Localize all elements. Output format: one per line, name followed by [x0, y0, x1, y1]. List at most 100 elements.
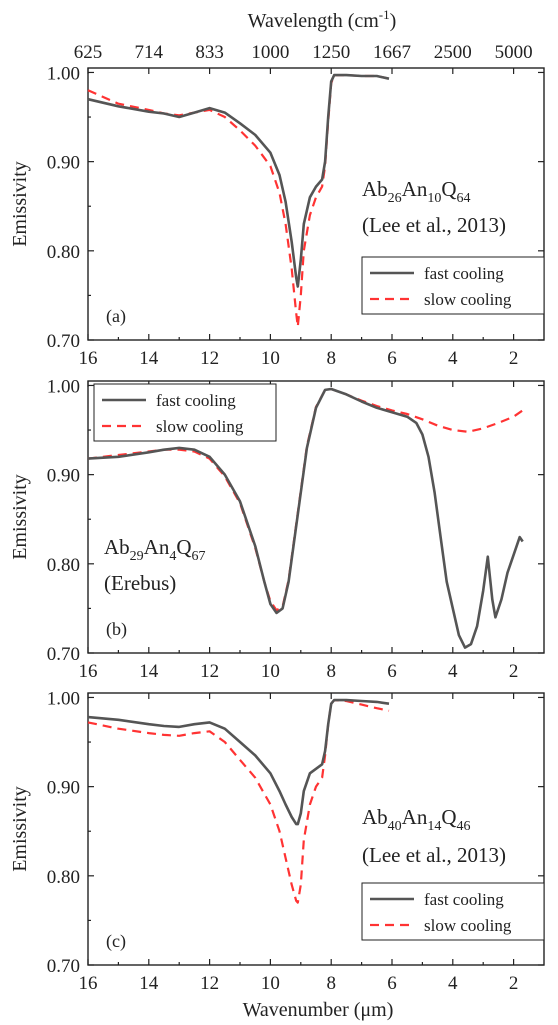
x-tick-label: 8: [326, 348, 336, 369]
composition-text: An: [402, 177, 428, 201]
x-tick-label: 4: [448, 973, 458, 994]
composition-subscript: 14: [427, 819, 441, 834]
legend-slow-label: slow cooling: [156, 417, 244, 436]
x-tick-label: 8: [326, 661, 336, 682]
plot-frame: [87, 380, 545, 654]
y-tick-label: 0.70: [47, 644, 80, 665]
legend-fast-label: fast cooling: [424, 264, 504, 283]
legend-slow-label: slow cooling: [424, 916, 512, 935]
y-axis-title: Emissivity: [9, 786, 31, 872]
top-tick-label: 625: [74, 42, 103, 63]
panel-c: 16 14 12 10 8 6 4 2 0.70 0.80 0.90 1.00 Emissivity (c…: [9, 688, 545, 994]
plot-frame: [87, 692, 545, 966]
x-tick-label: 6: [387, 661, 397, 682]
x-tick-label: 12: [200, 348, 219, 369]
slow-cooling-line: [87, 74, 390, 328]
plot-frame: [87, 67, 545, 341]
fast-cooling-line: [87, 387, 524, 649]
composition-subscript: 46: [457, 819, 471, 834]
composition-label: Ab29An4Q67: [104, 535, 206, 564]
legend-box: [93, 383, 277, 442]
x-tick-label: 16: [79, 661, 98, 682]
x-tick-label: 10: [261, 348, 280, 369]
x-tick-label: 14: [139, 348, 159, 369]
top-tick-label: 5000: [495, 42, 533, 63]
y-tick-label: 0.70: [47, 956, 80, 977]
x-tick-label: 12: [200, 661, 219, 682]
source-label: (Lee et al., 2013): [362, 843, 506, 867]
composition-subscript: 67: [192, 549, 206, 564]
x-tick-label: 4: [448, 348, 458, 369]
legend-fast-label: fast cooling: [156, 391, 236, 410]
legend-fast-label: fast cooling: [424, 890, 504, 909]
x-tick-label: 14: [139, 973, 159, 994]
legend: fast cooling slow cooling: [361, 256, 545, 315]
panel-label: (a): [106, 306, 126, 327]
composition-text: Q: [176, 535, 191, 559]
composition-text: Ab: [362, 805, 388, 829]
x-tick-label: 12: [200, 973, 219, 994]
y-tick-label: 1.00: [47, 688, 80, 709]
legend: fast cooling slow cooling: [93, 383, 277, 442]
panel-a: 16 14 12 10 8 6 4 20.700.800.901.00Emissivity(a…: [9, 63, 545, 369]
composition-text: Q: [441, 805, 456, 829]
y-tick-label: 0.90: [47, 778, 80, 799]
legend: fast cooling slow cooling: [361, 882, 545, 941]
top-axis-title: Wavelength (cm-1): [248, 7, 397, 32]
y-tick-label: 1.00: [47, 63, 80, 84]
x-tick-label: 10: [261, 973, 280, 994]
x-tick-label: 6: [387, 348, 397, 369]
composition-subscript: 64: [457, 191, 471, 206]
fast-cooling-line: [87, 698, 390, 826]
x-tick-label: 16: [79, 348, 98, 369]
top-axis-title-sup: -1: [379, 7, 390, 22]
panel-label: (c): [106, 931, 126, 952]
source-label: (Erebus): [104, 571, 176, 595]
composition-subscript: 29: [130, 549, 144, 564]
legend-box: [361, 882, 545, 941]
composition-subscript: 40: [388, 819, 402, 834]
composition-text: Q: [441, 177, 456, 201]
y-tick-label: 0.90: [47, 466, 80, 487]
composition-text: An: [402, 805, 428, 829]
composition-label: Ab26An10Q64: [362, 177, 471, 206]
x-tick-label: 2: [509, 348, 519, 369]
x-tick-label: 4: [448, 661, 458, 682]
x-tick-label: 6: [387, 973, 397, 994]
panel-b: 16 14 12 10 8 6 4 2 0.70 0.80 0.90 1.00 Emissivity (b…: [9, 376, 545, 682]
x-axis-title: Wavenumber (μm): [243, 999, 394, 1021]
top-axis-tick-labels: 625 714 833 1000 1250 1667 2500 5000: [74, 42, 533, 63]
source-label: (Lee et al., 2013): [362, 213, 506, 237]
fast-cooling-line: [87, 73, 390, 288]
top-tick-label: 833: [195, 42, 224, 63]
y-axis-title: Emissivity: [9, 474, 31, 560]
y-tick-label: 0.90: [47, 153, 80, 174]
composition-subscript: 10: [427, 191, 441, 206]
composition-subscript: 26: [388, 191, 402, 206]
top-tick-label: 714: [135, 42, 164, 63]
composition-text: Ab: [362, 177, 388, 201]
legend-slow-label: slow cooling: [424, 290, 512, 309]
legend-box: [361, 256, 545, 315]
top-tick-label: 1000: [251, 42, 289, 63]
panel-label: (b): [106, 619, 127, 640]
y-tick-label: 0.80: [47, 555, 80, 576]
composition-text: An: [144, 535, 170, 559]
top-tick-label: 1667: [373, 42, 411, 63]
x-tick-label: 10: [261, 661, 280, 682]
y-tick-label: 1.00: [47, 376, 80, 397]
top-tick-label: 1250: [312, 42, 350, 63]
y-tick-label: 0.80: [47, 242, 80, 263]
x-tick-label: 16: [79, 973, 98, 994]
composition-text: Ab: [104, 535, 130, 559]
composition-subscript: 4: [169, 549, 176, 564]
top-tick-label: 2500: [434, 42, 472, 63]
y-tick-label: 0.70: [47, 331, 80, 352]
x-tick-label: 8: [326, 973, 336, 994]
y-tick-label: 0.80: [47, 867, 80, 888]
y-axis-title: Emissivity: [9, 161, 31, 247]
x-tick-label: 2: [509, 973, 519, 994]
top-axis-title-main: Wavelength (cm: [248, 10, 380, 32]
x-tick-label: 14: [139, 661, 159, 682]
